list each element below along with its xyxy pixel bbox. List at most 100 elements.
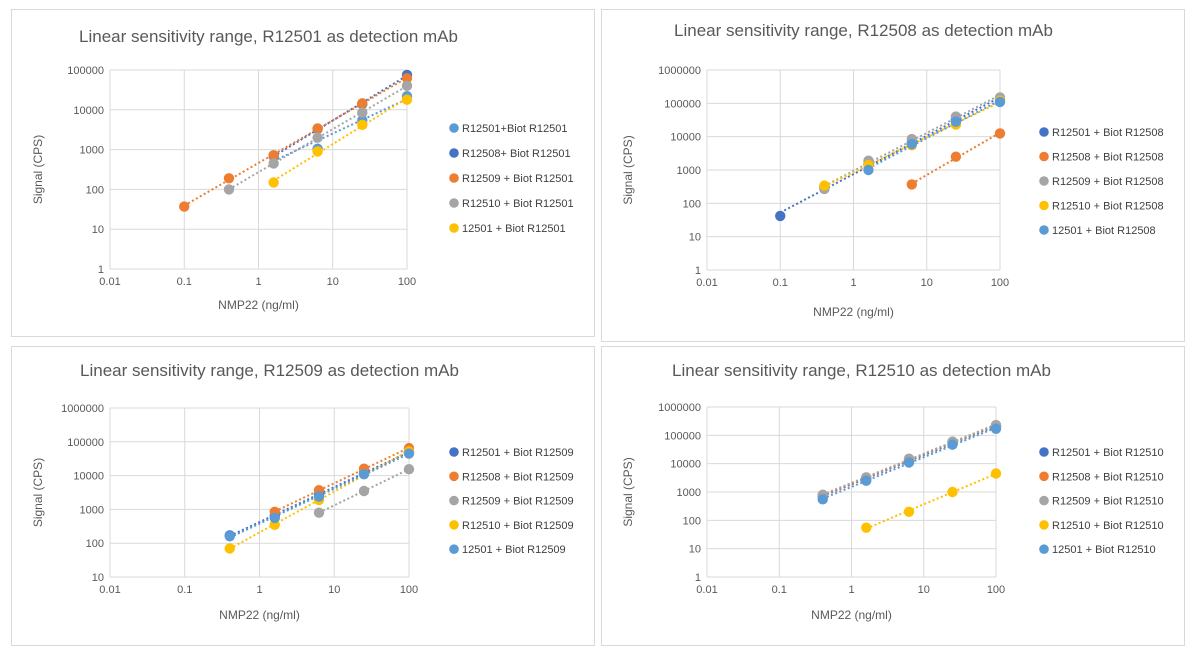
y-axis-title: Signal (CPS) xyxy=(31,135,45,204)
legend-marker xyxy=(1039,127,1049,137)
y-tick-label: 1000000 xyxy=(658,402,701,414)
legend-label: 12501 + Biot R12501 xyxy=(462,223,566,235)
legend-label: R12509 + Biot R12510 xyxy=(1052,496,1164,508)
x-tick-label: 0.01 xyxy=(696,277,717,289)
y-tick-label: 10 xyxy=(92,572,104,584)
data-point xyxy=(906,138,917,150)
y-tick-label: 100 xyxy=(86,184,104,196)
legend-marker xyxy=(1039,176,1049,186)
trendline xyxy=(229,451,410,537)
y-tick-label: 100 xyxy=(683,515,701,527)
legend-label: R12510 + Biot R12508 xyxy=(1052,201,1164,213)
x-tick-label: 10 xyxy=(328,584,340,596)
data-point xyxy=(994,96,1006,108)
x-axis-title: NMP22 (ng/ml) xyxy=(219,608,300,622)
y-tick-label: 100000 xyxy=(664,430,701,442)
data-point xyxy=(947,439,958,450)
legend-marker xyxy=(449,471,459,482)
trendline xyxy=(183,76,408,207)
chart-title: Linear sensitivity range, R12501 as dete… xyxy=(79,27,458,46)
data-point xyxy=(357,98,368,109)
x-tick-label: 0.1 xyxy=(177,584,192,596)
data-point xyxy=(994,128,1006,139)
legend-label: R12510 + Biot R12501 xyxy=(462,198,574,210)
y-tick-label: 10000 xyxy=(73,471,104,483)
chart-title: Linear sensitivity range, R12508 as dete… xyxy=(674,21,1053,40)
legend-label: R12508 + Biot R12508 xyxy=(1052,152,1164,164)
data-point xyxy=(990,423,1002,435)
legend-marker xyxy=(1039,471,1049,482)
x-tick-label: 100 xyxy=(398,276,416,288)
data-point xyxy=(775,210,786,222)
y-tick-label: 1 xyxy=(695,265,701,277)
x-tick-label: 10 xyxy=(327,276,339,288)
x-tick-label: 0.1 xyxy=(772,584,787,596)
x-tick-label: 0.01 xyxy=(696,584,717,596)
legend-label: R12510 + Biot R12510 xyxy=(1052,520,1164,532)
trendline xyxy=(823,94,1001,187)
trendline xyxy=(867,99,1001,170)
data-point xyxy=(950,116,962,127)
data-point xyxy=(861,475,872,486)
legend-marker xyxy=(449,123,459,133)
data-point xyxy=(861,522,872,533)
data-point xyxy=(269,512,280,524)
x-tick-label: 1 xyxy=(848,584,854,596)
x-axis-title: NMP22 (ng/ml) xyxy=(811,608,892,622)
legend-label: R12508 + Biot R12509 xyxy=(462,471,574,483)
legend-marker xyxy=(449,544,459,554)
legend-marker xyxy=(1039,225,1049,235)
data-point xyxy=(312,123,323,134)
y-tick-label: 100 xyxy=(86,538,104,550)
trendline xyxy=(779,96,1001,214)
legend-label: R12510 + Biot R12509 xyxy=(462,520,574,532)
chart-title: Linear sensitivity range, R12510 as dete… xyxy=(672,361,1051,380)
legend-marker xyxy=(1039,200,1049,211)
data-point xyxy=(357,119,368,130)
x-tick-label: 100 xyxy=(987,584,1005,596)
data-point xyxy=(903,457,915,468)
legend-label: R12508+ Biot R12501 xyxy=(462,148,571,160)
y-tick-label: 100 xyxy=(683,198,701,210)
data-point xyxy=(268,177,279,188)
trendline xyxy=(273,98,408,162)
x-tick-label: 1 xyxy=(255,276,261,288)
x-tick-label: 0.01 xyxy=(99,276,120,288)
data-point xyxy=(268,158,279,169)
y-tick-label: 100000 xyxy=(67,437,104,449)
legend-label: 12501 + Biot R12508 xyxy=(1052,225,1156,237)
legend-marker xyxy=(449,447,459,457)
legend-label: R12501 + Biot R12508 xyxy=(1052,127,1164,139)
data-point xyxy=(401,94,413,105)
data-point xyxy=(268,150,279,161)
y-tick-label: 1000 xyxy=(80,145,104,157)
data-point xyxy=(947,486,958,498)
y-tick-label: 100000 xyxy=(67,65,104,77)
data-point xyxy=(906,179,917,190)
x-tick-label: 100 xyxy=(991,277,1009,289)
x-axis-title: NMP22 (ng/ml) xyxy=(813,305,894,319)
chart-r12510: Linear sensitivity range, R12510 as dete… xyxy=(621,361,1164,622)
legend-label: 12501 + Biot R12509 xyxy=(462,544,566,556)
y-tick-label: 1000000 xyxy=(658,65,701,77)
y-tick-label: 1000 xyxy=(677,487,701,499)
legend-marker xyxy=(449,148,459,158)
chart-r12501: Linear sensitivity range, R12501 as dete… xyxy=(31,27,574,312)
legend-marker xyxy=(449,495,459,506)
data-point xyxy=(401,73,413,84)
x-tick-label: 0.01 xyxy=(99,584,120,596)
legend-marker xyxy=(1039,151,1049,162)
legend-marker xyxy=(449,173,459,183)
trendline xyxy=(823,101,1001,188)
data-point xyxy=(403,448,415,459)
legend-marker xyxy=(1039,495,1049,506)
trendline xyxy=(865,472,997,530)
y-axis-title: Signal (CPS) xyxy=(31,458,45,527)
data-point xyxy=(817,494,828,505)
data-point xyxy=(403,463,415,475)
y-tick-label: 1000 xyxy=(677,165,701,177)
data-point xyxy=(224,531,235,542)
legend-label: R12501 + Biot R12509 xyxy=(462,447,574,459)
chart-title: Linear sensitivity range, R12509 as dete… xyxy=(80,361,459,380)
data-point xyxy=(990,468,1002,479)
